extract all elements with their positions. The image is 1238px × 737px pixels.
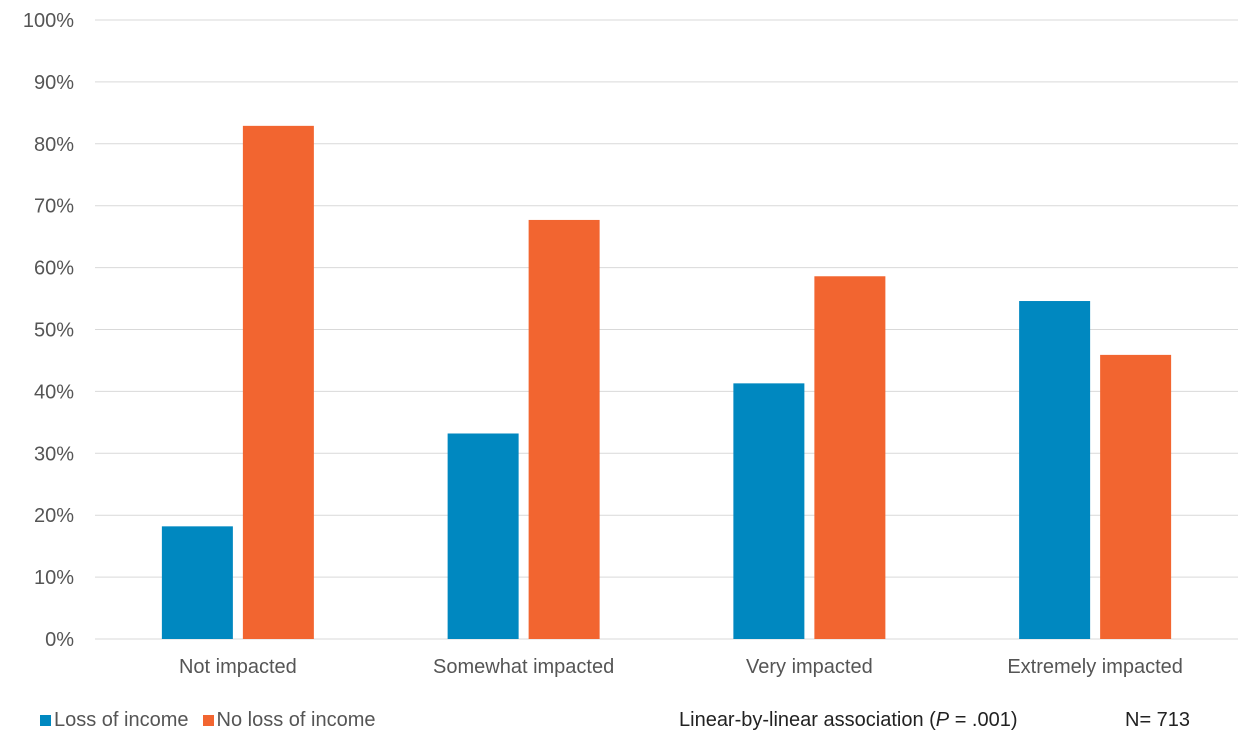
x-category-label: Not impacted (179, 656, 297, 678)
legend-item-loss: Loss of income (40, 708, 189, 732)
bar-chart: 0% 10% 20% 30% 40% 50% 60% 70% 80% 90% 100% Not im… (23, 10, 1238, 678)
y-tick-label: 70% (34, 196, 74, 218)
x-category-label: Very impacted (746, 656, 873, 678)
y-tick-label: 20% (34, 505, 74, 527)
bar-no-loss (528, 219, 600, 639)
y-tick-label: 60% (34, 258, 74, 280)
y-tick-label: 80% (34, 134, 74, 156)
association-note: Linear-by-linear association (P = .001) (679, 708, 1018, 732)
association-suffix: = .001) (949, 709, 1018, 731)
legend-label-loss: Loss of income (54, 709, 189, 731)
y-tick-label: 100% (23, 10, 74, 32)
y-tick-label: 10% (34, 567, 74, 589)
legend: Loss of income No loss of income (40, 708, 375, 732)
association-prefix: Linear-by-linear association ( (679, 709, 936, 731)
bar-no-loss (814, 276, 886, 639)
legend-label-no-loss: No loss of income (216, 709, 376, 731)
bar-no-loss (1100, 354, 1172, 639)
bar-no-loss (242, 125, 314, 639)
y-axis-ticks: 0% 10% 20% 30% 40% 50% 60% 70% 80% 90% 100% (23, 10, 74, 651)
legend-swatch-no-loss (202, 714, 214, 726)
legend-item-no-loss: No loss of income (202, 708, 376, 732)
x-axis-categories: Not impacted Somewhat impacted Very impact… (179, 656, 1183, 678)
x-category-label: Extremely impacted (1007, 656, 1183, 678)
legend-swatch-loss (40, 714, 51, 726)
y-tick-label: 30% (34, 443, 74, 465)
bar-loss (733, 383, 805, 639)
bar-loss (447, 433, 519, 639)
y-tick-label: 0% (45, 629, 74, 651)
bar-loss (1019, 301, 1091, 639)
y-tick-label: 50% (34, 320, 74, 342)
bar-loss (161, 526, 233, 639)
association-p: P (935, 709, 950, 731)
x-category-label: Somewhat impacted (433, 656, 614, 678)
y-tick-label: 90% (34, 72, 74, 94)
y-tick-label: 40% (34, 381, 74, 403)
bars (161, 125, 1172, 639)
sample-size-note: N= 713 (1125, 709, 1191, 731)
